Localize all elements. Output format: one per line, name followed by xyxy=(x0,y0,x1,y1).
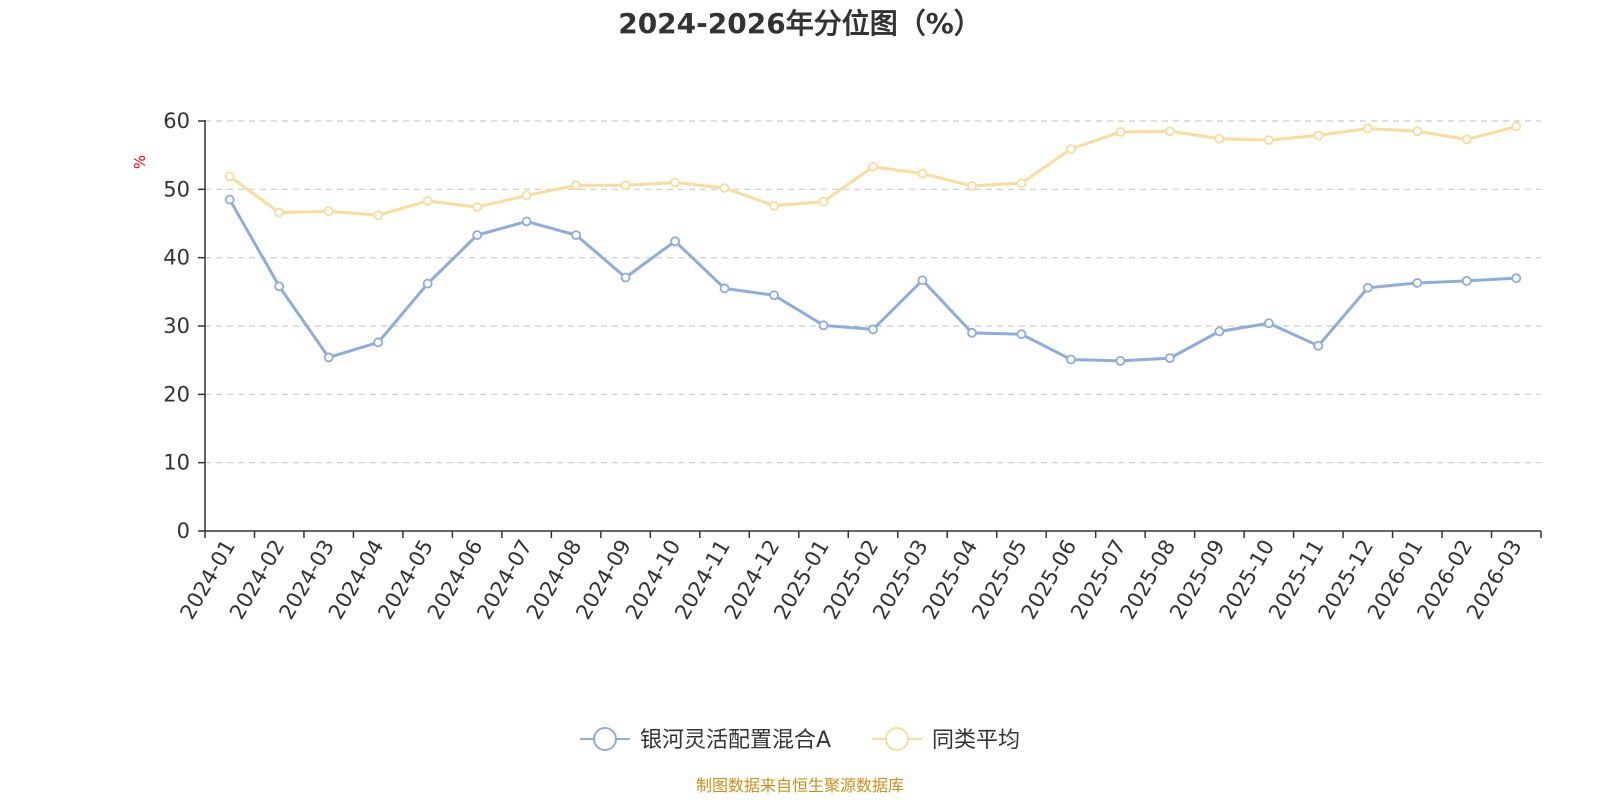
y-axis-unit: % xyxy=(131,155,149,169)
data-point xyxy=(620,272,631,283)
source-note: 制图数据来自恒生聚源数据库 xyxy=(696,776,904,795)
data-point xyxy=(1412,278,1423,288)
legend-marker xyxy=(593,727,617,751)
y-tick-label: 10 xyxy=(163,451,190,475)
data-point xyxy=(670,236,680,247)
data-point xyxy=(1066,144,1076,154)
data-point xyxy=(1016,178,1027,189)
data-point xyxy=(472,202,483,213)
legend[interactable]: 银河灵活配置混合A 同类平均 xyxy=(580,727,1020,753)
data-point xyxy=(1016,329,1027,340)
axes: 01020304050602024-012024-022024-032024-0… xyxy=(163,109,1542,623)
data-point xyxy=(1313,130,1324,141)
data-point xyxy=(521,190,532,201)
data-point xyxy=(422,278,433,289)
data-point xyxy=(571,180,582,191)
legend-item-2[interactable]: 同类平均 xyxy=(872,727,1020,753)
data-point xyxy=(323,206,334,217)
data-point xyxy=(670,177,680,188)
data-point xyxy=(1214,133,1225,144)
data-point xyxy=(323,352,334,363)
data-point xyxy=(571,230,582,241)
data-point xyxy=(224,194,235,205)
chart-title: 2024-2026年分位图（%） xyxy=(618,7,982,40)
data-point xyxy=(1164,126,1175,137)
data-point xyxy=(1214,326,1225,337)
data-point xyxy=(1164,353,1175,364)
y-tick-label: 40 xyxy=(163,246,190,270)
data-point xyxy=(1511,273,1522,284)
data-point xyxy=(1412,126,1423,137)
data-point xyxy=(422,196,433,206)
data-point xyxy=(224,171,235,182)
y-tick-label: 0 xyxy=(177,519,190,543)
data-point xyxy=(373,337,384,348)
data-point xyxy=(1511,121,1522,132)
data-point xyxy=(1461,134,1472,145)
data-point xyxy=(1362,282,1373,293)
data-point xyxy=(521,216,532,227)
legend-label: 银河灵活配置混合A xyxy=(640,728,831,753)
data-point xyxy=(1115,355,1126,366)
legend-item-1[interactable]: 银河灵活配置混合A xyxy=(580,727,831,753)
y-tick-label: 30 xyxy=(163,314,190,338)
data-point xyxy=(769,290,779,301)
data-point xyxy=(917,168,928,179)
data-point xyxy=(620,180,631,191)
data-point xyxy=(373,210,384,221)
data-point xyxy=(719,283,730,294)
data-point xyxy=(1115,127,1126,137)
data-point xyxy=(719,183,730,193)
data-point xyxy=(472,230,483,241)
data-point xyxy=(1461,275,1472,286)
data-point xyxy=(1313,340,1324,351)
y-tick-label: 50 xyxy=(163,177,190,201)
y-tick-label: 20 xyxy=(163,382,190,406)
series-line xyxy=(228,198,1518,363)
data-point xyxy=(1263,318,1274,329)
data-point xyxy=(274,207,285,218)
data-point xyxy=(1362,123,1373,134)
data-point xyxy=(917,275,928,286)
data-point xyxy=(818,320,829,331)
data-point xyxy=(818,196,829,207)
data-point xyxy=(769,200,779,211)
series xyxy=(224,121,1522,366)
data-point xyxy=(868,324,878,335)
series-2 xyxy=(224,121,1522,221)
data-point xyxy=(1263,135,1274,146)
series-1 xyxy=(224,194,1522,366)
data-point xyxy=(868,161,878,172)
data-point xyxy=(1066,354,1076,365)
grid-lines xyxy=(205,120,1541,464)
y-tick-label: 60 xyxy=(163,109,190,133)
data-point xyxy=(967,181,977,191)
legend-label: 同类平均 xyxy=(932,728,1020,753)
legend-marker xyxy=(885,727,909,751)
data-point xyxy=(274,281,285,292)
data-point xyxy=(967,327,977,338)
